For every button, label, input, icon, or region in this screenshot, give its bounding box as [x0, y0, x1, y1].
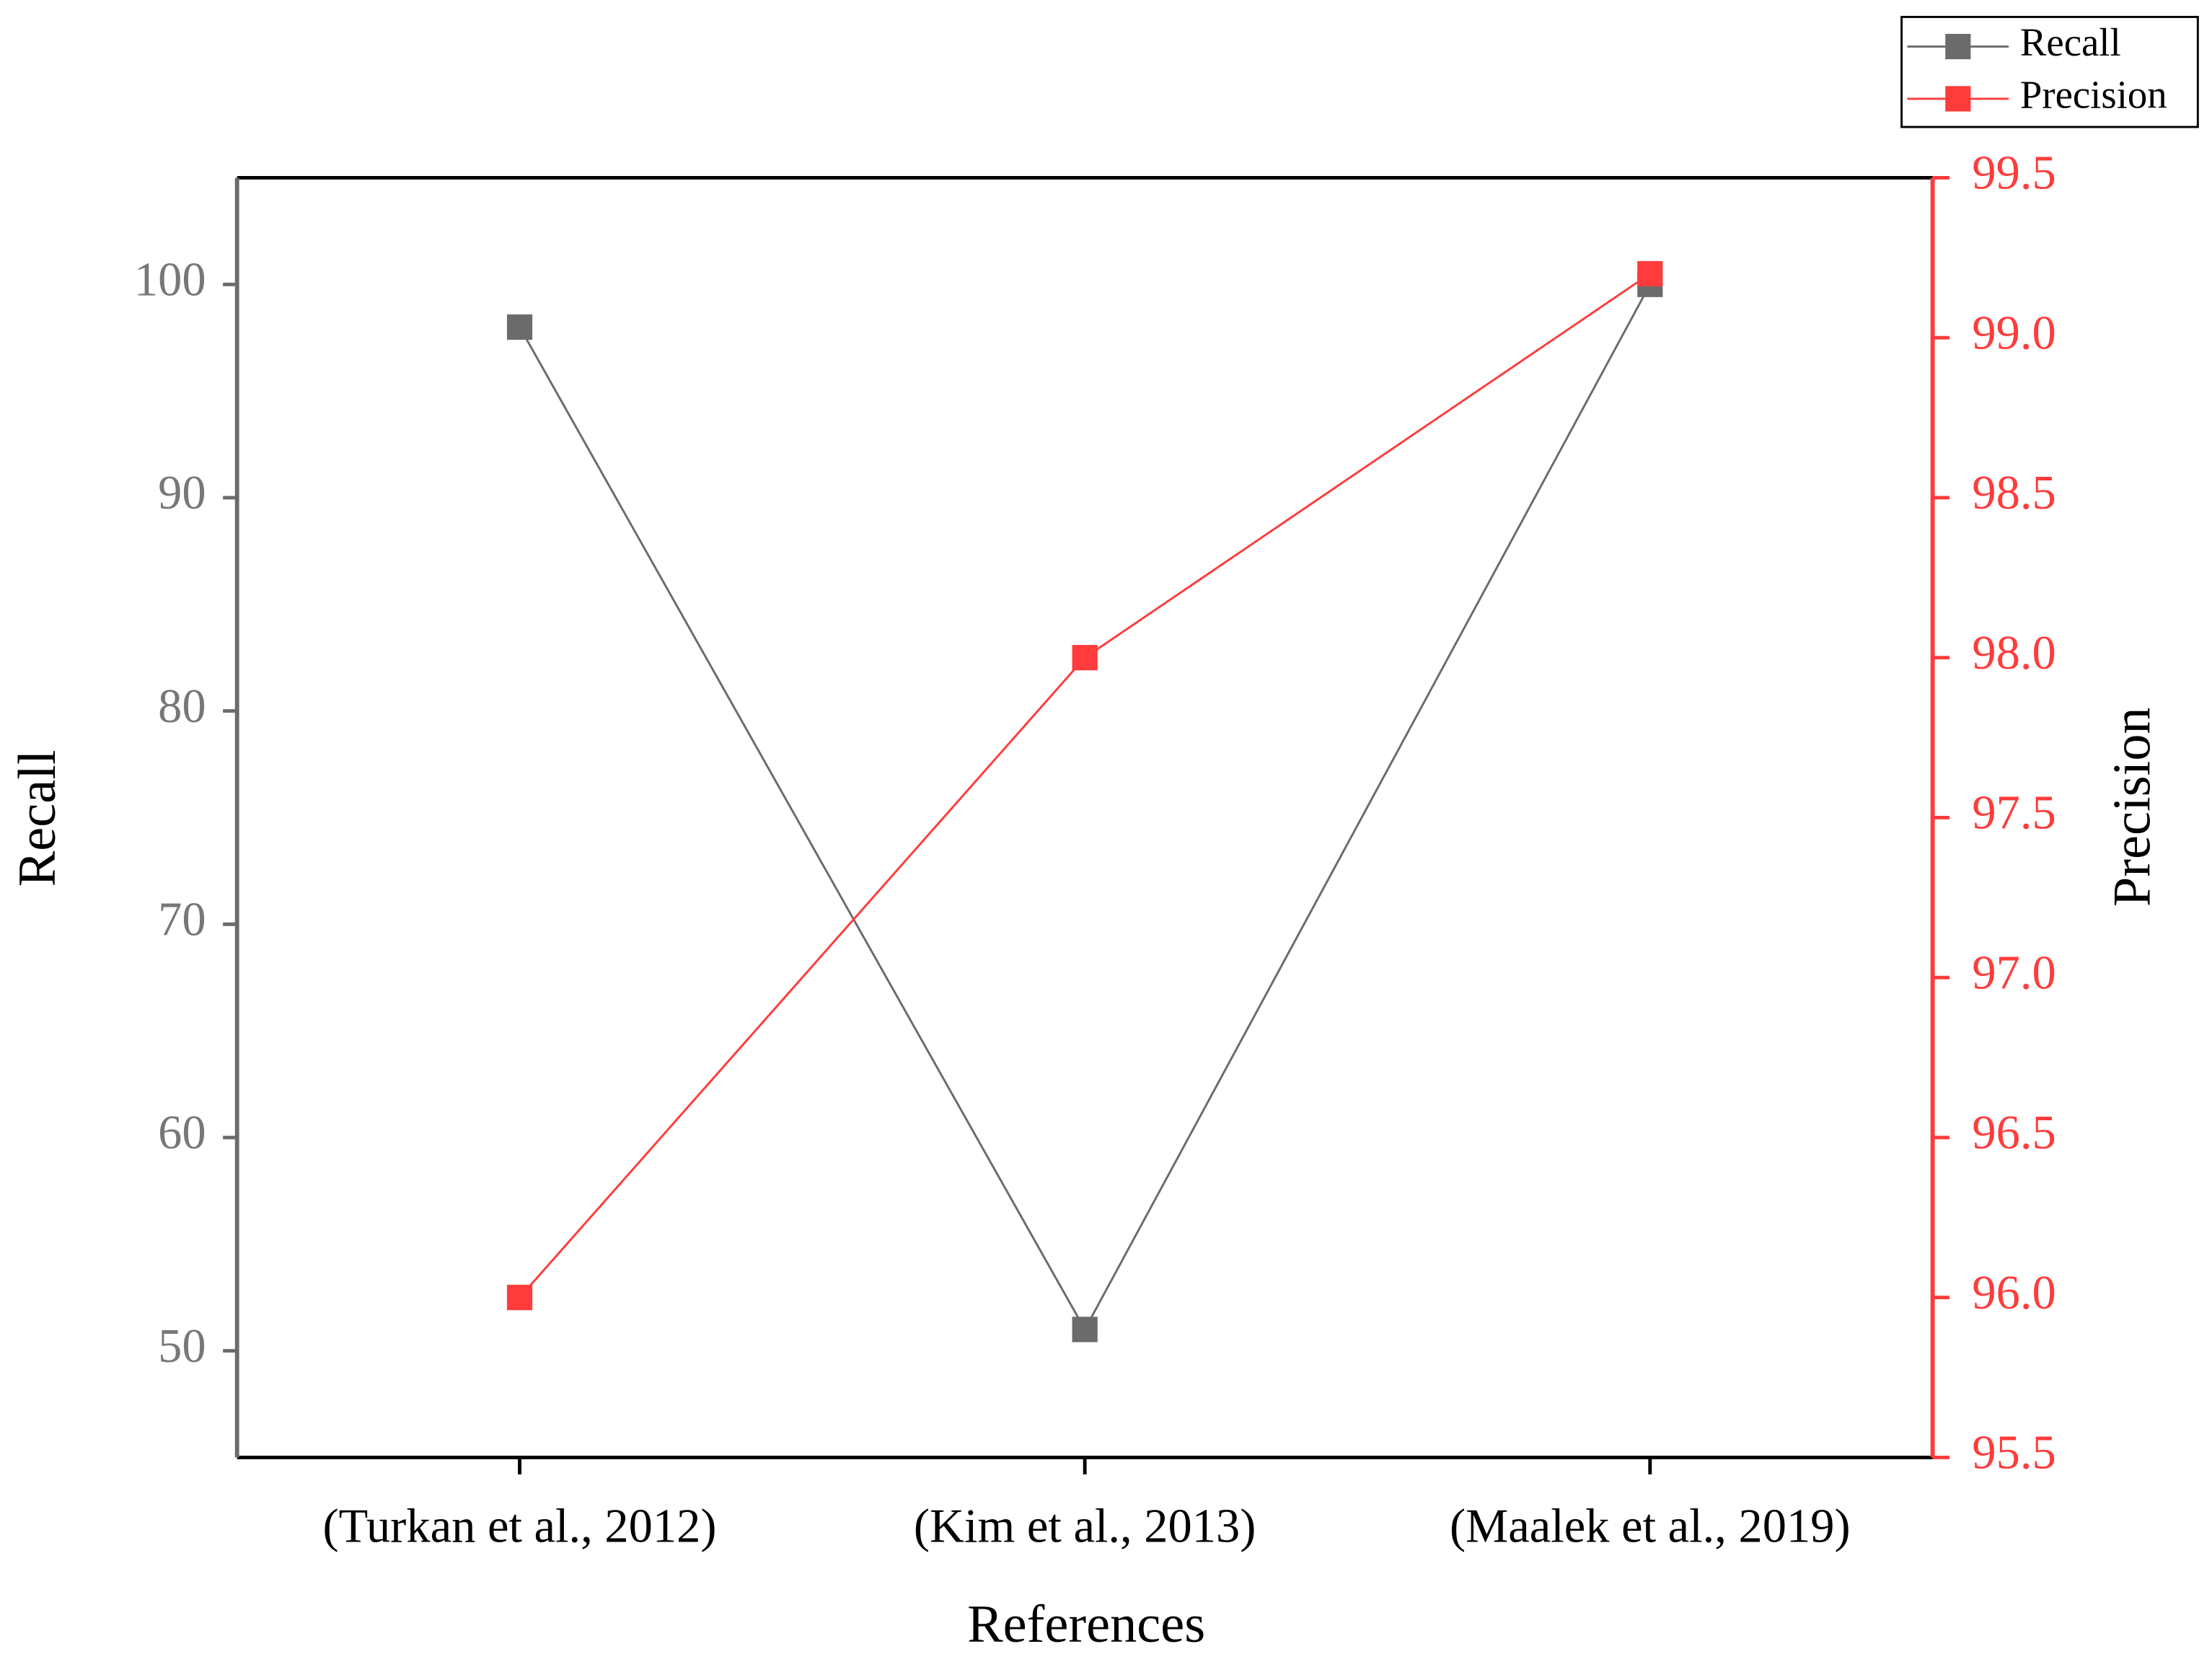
y2-tick-label: 98.0: [1972, 627, 2055, 680]
y2-axis-title: Precision: [2102, 707, 2162, 907]
y2-tick-label: 98.5: [1972, 467, 2055, 519]
legend-marker: [1945, 86, 1971, 112]
y2-tick-label: 96.0: [1972, 1267, 2055, 1319]
marker: [1637, 260, 1663, 287]
y-tick-label: 70: [158, 894, 206, 946]
marker: [1072, 645, 1098, 671]
series-line: [519, 283, 1652, 1332]
x-tick-label: (Kim et al., 2013): [914, 1500, 1256, 1552]
y-tick-label: 60: [158, 1107, 206, 1159]
y2-tick-label: 96.5: [1972, 1107, 2055, 1159]
y2-tick-label: 95.5: [1972, 1427, 2055, 1479]
x-axis-title: References: [967, 1595, 1205, 1654]
legend-label: Recall: [2020, 20, 2121, 64]
y2-tick-label: 97.0: [1972, 946, 2055, 999]
y2-tick-label: 99.0: [1972, 307, 2055, 359]
y2-tick-label: 99.5: [1972, 147, 2055, 200]
y-tick-label: 80: [158, 680, 206, 733]
y-tick-label: 100: [134, 254, 206, 307]
y2-tick-label: 97.5: [1972, 787, 2055, 840]
legend-marker: [1945, 33, 1971, 60]
x-tick-label: (Maalek et al., 2019): [1450, 1500, 1851, 1552]
y-axis-title: Recall: [8, 749, 67, 887]
marker: [506, 1285, 533, 1311]
marker: [1072, 1316, 1098, 1342]
series-line: [519, 273, 1651, 1298]
y-tick-label: 90: [158, 467, 206, 519]
x-tick-label: (Turkan et al., 2012): [323, 1500, 717, 1552]
legend-label: Precision: [2020, 72, 2167, 116]
y-tick-label: 50: [158, 1320, 206, 1373]
marker: [506, 314, 533, 340]
